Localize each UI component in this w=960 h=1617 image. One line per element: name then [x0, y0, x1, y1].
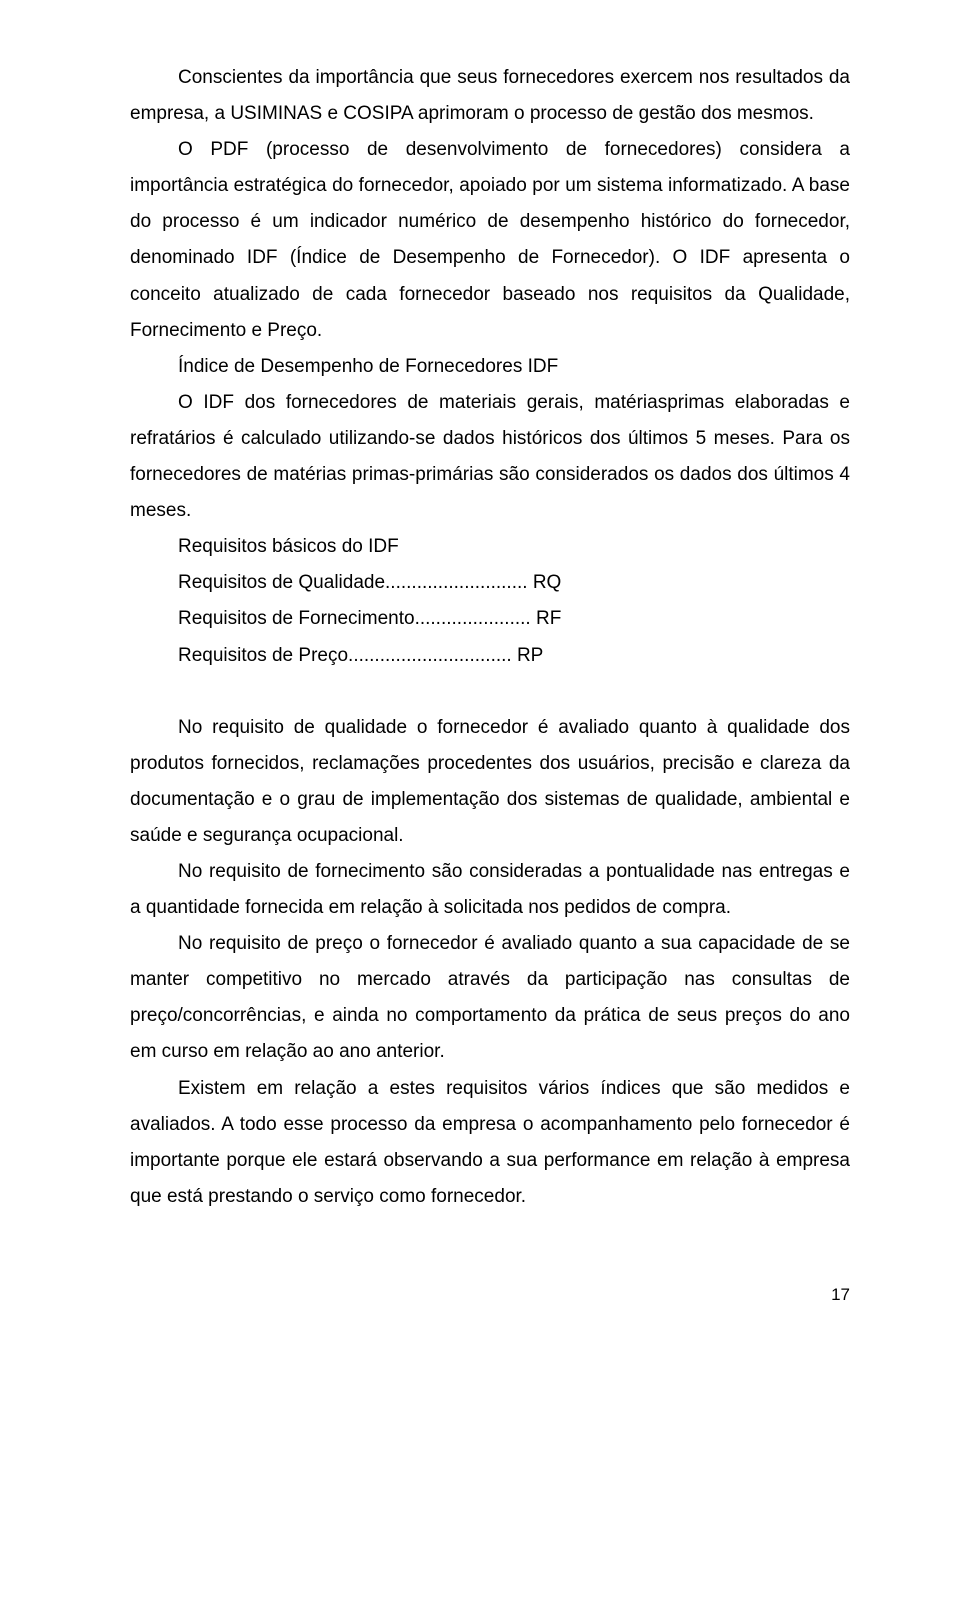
- requirement-rp: Requisitos de Preço.....................…: [130, 638, 850, 674]
- paragraph-price: No requisito de preço o fornecedor é ava…: [130, 926, 850, 1070]
- requirement-rq: Requisitos de Qualidade.................…: [130, 565, 850, 601]
- page-number: 17: [130, 1285, 850, 1305]
- idf-section-title: Índice de Desempenho de Fornecedores IDF: [130, 349, 850, 385]
- paragraph-intro-1: Conscientes da importância que seus forn…: [130, 60, 850, 132]
- paragraph-quality: No requisito de qualidade o fornecedor é…: [130, 710, 850, 854]
- requirement-rf: Requisitos de Fornecimento..............…: [130, 601, 850, 637]
- section-spacer: [130, 674, 850, 710]
- paragraph-supply: No requisito de fornecimento são conside…: [130, 854, 850, 926]
- paragraph-idf-desc: O IDF dos fornecedores de materiais gera…: [130, 385, 850, 529]
- paragraph-intro-2: O PDF (processo de desenvolvimento de fo…: [130, 132, 850, 349]
- paragraph-conclusion: Existem em relação a estes requisitos vá…: [130, 1071, 850, 1215]
- requirements-title: Requisitos básicos do IDF: [130, 529, 850, 565]
